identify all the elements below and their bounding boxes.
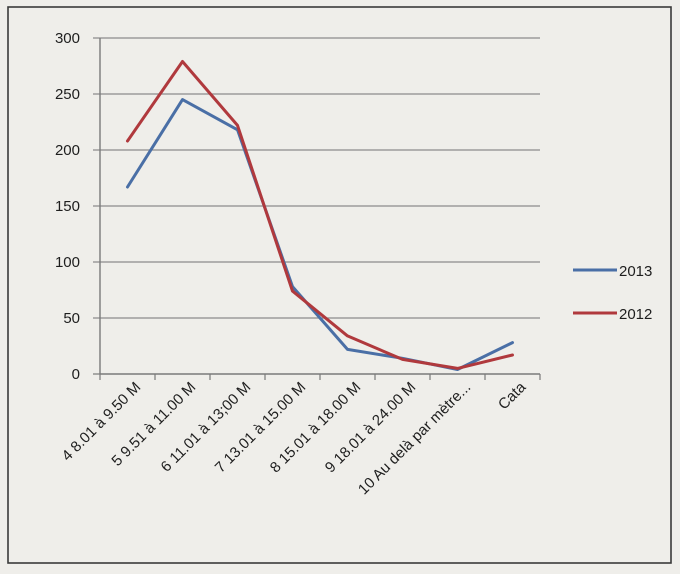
data-point-2012 xyxy=(456,366,460,370)
y-tick-label: 0 xyxy=(72,366,80,383)
y-tick-label: 50 xyxy=(63,310,80,327)
data-point-2012 xyxy=(236,123,240,127)
legend: 2013 2012 xyxy=(573,263,652,323)
data-point-2012 xyxy=(291,289,295,293)
data-point-2012 xyxy=(181,60,185,64)
data-point-2012 xyxy=(401,357,405,361)
data-point-2012 xyxy=(511,353,515,357)
y-tick-label: 300 xyxy=(55,30,80,47)
y-tick-label: 150 xyxy=(55,198,80,215)
legend-label-2012: 2012 xyxy=(619,306,652,323)
gridlines xyxy=(93,37,540,319)
data-point-2013 xyxy=(181,98,185,102)
chart-frame xyxy=(7,6,672,564)
x-tick-label: 10 Au delà par mètre... xyxy=(355,379,474,498)
data-point-2013 xyxy=(346,347,350,351)
axes xyxy=(93,38,541,380)
data-point-2013 xyxy=(126,185,130,189)
x-tick-label: Cata xyxy=(495,378,530,413)
data-point-2012 xyxy=(346,334,350,338)
x-tick-labels: 4 8.01 à 9.50 M5 9.51 à 11.00 M6 11.01 à… xyxy=(59,378,530,498)
data-point-2012 xyxy=(126,139,130,143)
y-tick-labels: 0 50 100 150 200 250 300 xyxy=(55,30,80,383)
series-lines xyxy=(126,60,515,371)
series-line-2012 xyxy=(126,60,514,370)
y-tick-label: 100 xyxy=(55,254,80,271)
y-tick-label: 250 xyxy=(55,86,80,103)
legend-label-2013: 2013 xyxy=(619,263,652,280)
data-point-2013 xyxy=(511,341,515,345)
series-line-2013 xyxy=(126,98,514,371)
y-tick-label: 200 xyxy=(55,142,80,159)
